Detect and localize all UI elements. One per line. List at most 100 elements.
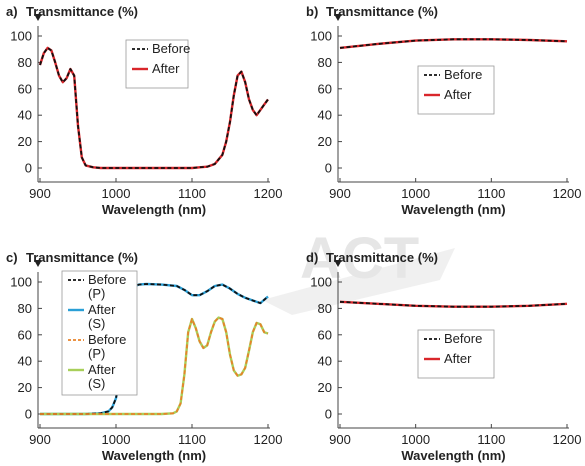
watermark: ACT xyxy=(262,226,455,315)
y-tick-label: 80 xyxy=(318,301,332,316)
y-tick-label: 100 xyxy=(10,275,32,290)
y-tick-label: 80 xyxy=(18,55,32,70)
x-tick-label: 1100 xyxy=(477,186,505,201)
y-axis-arrow xyxy=(34,14,42,21)
x-tick-label: 1000 xyxy=(102,186,131,201)
legend-label: Before xyxy=(444,67,482,82)
x-tick-label: 1200 xyxy=(553,186,582,201)
y-axis-label: Transmittance (%) xyxy=(26,250,138,265)
legend-label: Before xyxy=(152,41,190,56)
y-tick-label: 60 xyxy=(318,81,332,96)
legend: Before After xyxy=(417,329,495,379)
y-tick-label: 80 xyxy=(318,55,332,70)
legend-label: After xyxy=(444,351,472,366)
legend-label-line: After xyxy=(152,61,180,76)
x-tick-label: 1000 xyxy=(401,186,430,201)
x-tick-label: 900 xyxy=(329,186,351,201)
y-tick-label: 40 xyxy=(18,354,32,369)
y-axis-arrow xyxy=(34,260,42,267)
legend-label: Before xyxy=(444,331,482,346)
y-tick-label: 0 xyxy=(25,407,32,422)
series-line-3 xyxy=(40,316,269,415)
legend: Before After xyxy=(417,65,495,115)
panel-label: a) xyxy=(6,4,18,19)
y-tick-label: 60 xyxy=(18,327,32,342)
y-tick-label: 0 xyxy=(25,161,32,176)
legend-label-line: (P) xyxy=(88,286,105,301)
legend-label-line: After xyxy=(88,302,116,317)
series-line-1 xyxy=(339,300,568,308)
legend-label: After (S) xyxy=(88,362,116,391)
y-tick-label: 0 xyxy=(325,161,332,176)
y-axis-label: Transmittance (%) xyxy=(326,250,438,265)
legend-label-line: After xyxy=(444,351,472,366)
x-axis-label: Wavelength (nm) xyxy=(102,202,206,217)
series-line-2 xyxy=(38,46,269,170)
y-tick-label: 60 xyxy=(318,327,332,342)
chart-panel-c: c) Transmittance (%) 0 20 40 60 80 100 900 1000 11… xyxy=(6,250,282,463)
legend-label-line: (S) xyxy=(88,316,105,331)
y-axis-label: Transmittance (%) xyxy=(26,4,138,19)
x-axis-label: Wavelength (nm) xyxy=(401,202,505,217)
legend-box xyxy=(61,270,138,396)
legend: Before After xyxy=(125,39,190,89)
y-tick-label: 20 xyxy=(18,380,32,395)
chart-panel-b: b) Transmittance (%) 0 20 40 60 80 100 900 1000 11… xyxy=(306,4,581,217)
legend-label-line: Before xyxy=(152,41,190,56)
y-axis-arrow xyxy=(334,14,342,21)
legend-label-line: After xyxy=(444,87,472,102)
legend-label-line: After xyxy=(88,362,116,377)
legend-label: Before (P) xyxy=(88,332,126,361)
panel-label: d) xyxy=(306,250,318,265)
x-tick-label: 1200 xyxy=(254,186,283,201)
legend-label-line: Before xyxy=(88,272,126,287)
legend-box xyxy=(417,329,495,379)
y-tick-label: 80 xyxy=(18,301,32,316)
y-tick-label: 40 xyxy=(318,354,332,369)
x-axis-label: Wavelength (nm) xyxy=(401,448,505,463)
legend: Before (P)After (S)Before (P)After (S) xyxy=(61,270,138,396)
x-axis-label: Wavelength (nm) xyxy=(102,448,206,463)
legend-label-line: Before xyxy=(444,331,482,346)
legend-label-line: (S) xyxy=(88,376,105,391)
legend-label-line: Before xyxy=(444,67,482,82)
legend-box xyxy=(417,65,495,115)
x-tick-label: 900 xyxy=(29,186,51,201)
panel-label: c) xyxy=(6,250,18,265)
y-tick-label: 0 xyxy=(325,407,332,422)
legend-label: After xyxy=(152,61,180,76)
y-tick-label: 20 xyxy=(318,380,332,395)
legend-label: After (S) xyxy=(88,302,116,331)
x-tick-label: 1200 xyxy=(254,432,283,447)
y-axis-arrow xyxy=(334,260,342,267)
series-line-1 xyxy=(40,283,269,415)
y-tick-label: 100 xyxy=(310,275,332,290)
y-axis-label: Transmittance (%) xyxy=(326,4,438,19)
y-tick-label: 100 xyxy=(310,29,332,44)
y-tick-label: 20 xyxy=(318,134,332,149)
x-tick-label: 1000 xyxy=(401,432,430,447)
legend-box xyxy=(125,39,189,89)
chart-panel-a: a) Transmittance (%) 0 20 40 60 80 100 900 1000 11… xyxy=(6,4,282,217)
y-tick-label: 40 xyxy=(18,108,32,123)
x-tick-label: 1100 xyxy=(178,186,206,201)
x-tick-label: 1200 xyxy=(553,432,582,447)
series-line-1 xyxy=(339,38,568,49)
x-tick-label: 1000 xyxy=(102,432,131,447)
legend-label-line: (P) xyxy=(88,346,105,361)
x-tick-label: 900 xyxy=(29,432,51,447)
chart-panel-d: d) Transmittance (%) 0 20 40 60 80 100 900 1000 11… xyxy=(306,250,581,463)
y-tick-label: 100 xyxy=(10,29,32,44)
y-tick-label: 20 xyxy=(18,134,32,149)
watermark-text: ACT xyxy=(300,226,419,291)
x-tick-label: 1100 xyxy=(178,432,206,447)
watermark-swoosh xyxy=(262,248,455,315)
x-tick-label: 1100 xyxy=(477,432,505,447)
y-tick-label: 40 xyxy=(318,108,332,123)
x-tick-label: 900 xyxy=(329,432,351,447)
legend-label: Before (P) xyxy=(88,272,126,301)
legend-label: After xyxy=(444,87,472,102)
y-tick-label: 60 xyxy=(18,81,32,96)
legend-label-line: Before xyxy=(88,332,126,347)
